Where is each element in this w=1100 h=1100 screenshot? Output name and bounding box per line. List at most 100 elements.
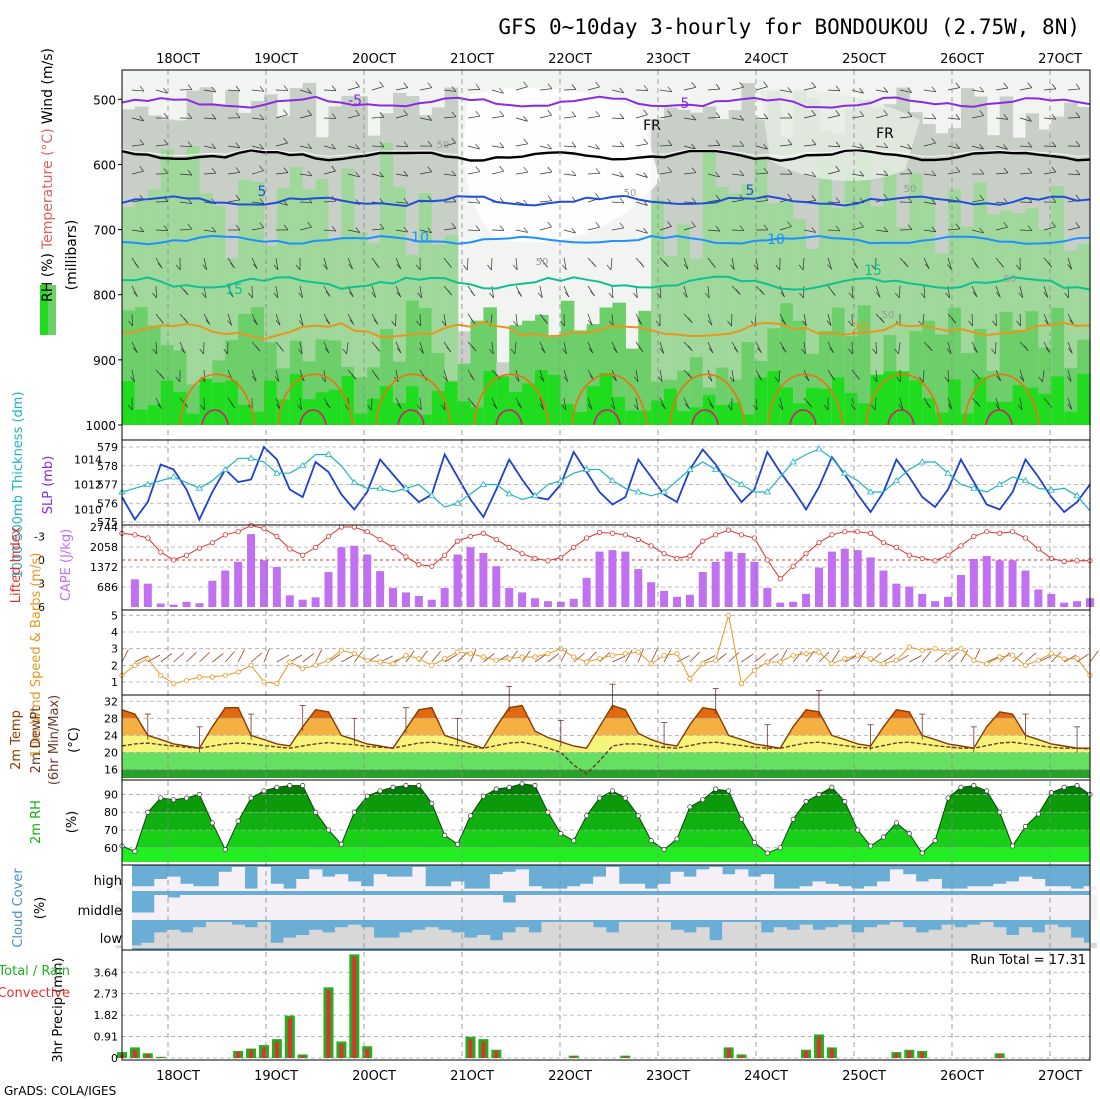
wind-barb-flag bbox=[907, 87, 912, 93]
wind-barb bbox=[755, 341, 762, 353]
wind-barb-flag bbox=[379, 81, 384, 87]
wind-barb bbox=[299, 201, 312, 204]
lifted-index-point bbox=[532, 555, 538, 561]
cloud-clear-bar bbox=[1070, 888, 1084, 891]
rh-shade-mid bbox=[354, 377, 368, 425]
wind-barb-flag bbox=[416, 320, 421, 327]
wind-barb bbox=[203, 257, 208, 270]
cloud-clear-bar bbox=[167, 897, 181, 920]
rh-shade-bright bbox=[380, 386, 394, 425]
wind-barb bbox=[899, 89, 912, 93]
wind-speed-point bbox=[1035, 657, 1041, 663]
wind-barb bbox=[179, 145, 193, 148]
wind-barb-flag bbox=[595, 81, 600, 88]
cape-bar bbox=[272, 567, 281, 607]
pressure-units-title: (millibars) bbox=[64, 220, 80, 291]
wind-barb bbox=[227, 89, 240, 92]
rh-point bbox=[261, 788, 267, 794]
wind-speed-point bbox=[906, 644, 912, 650]
wind-barb bbox=[909, 655, 922, 663]
cloud-clear-bar bbox=[334, 874, 349, 891]
wind-barb bbox=[251, 89, 264, 92]
cloud-clear-bar bbox=[618, 922, 633, 948]
precip-convective-bar bbox=[132, 1049, 137, 1058]
wind-barb-flag bbox=[139, 115, 144, 122]
wind-speed-point bbox=[416, 656, 422, 662]
wind-barb-flag bbox=[517, 291, 522, 297]
wind-barb-flag bbox=[633, 292, 638, 299]
temperature-contour-25 bbox=[767, 373, 844, 426]
cloud-clear-bar bbox=[425, 895, 439, 920]
contour-label: 20 bbox=[851, 321, 869, 337]
thickness-point bbox=[505, 490, 513, 497]
cape-bar bbox=[453, 554, 462, 607]
wind-barb-flag bbox=[799, 292, 804, 299]
wind-speed-point bbox=[519, 654, 525, 660]
wind-barb-flag bbox=[945, 292, 950, 299]
cape-bar bbox=[685, 594, 694, 607]
wind-barb bbox=[611, 201, 624, 204]
wind-barb bbox=[179, 173, 192, 176]
wind-barb-flag bbox=[379, 111, 385, 118]
wind-barb-flag bbox=[259, 86, 265, 92]
wind-barb-flag bbox=[1018, 292, 1023, 298]
rh-point bbox=[506, 784, 512, 790]
wind-barb-flag bbox=[253, 319, 258, 325]
wind-barb-flag bbox=[1051, 83, 1057, 90]
wind-barb bbox=[899, 397, 904, 410]
cloud-clear-bar bbox=[218, 895, 233, 920]
cloud-clear-bar bbox=[735, 922, 749, 948]
cloud-clear-bar bbox=[270, 883, 284, 891]
wind-barb-flag bbox=[427, 82, 433, 88]
wind-barb bbox=[444, 654, 457, 663]
wind-barb-flag bbox=[633, 404, 639, 411]
wind-barb bbox=[203, 201, 216, 205]
cloud-clear-bar bbox=[283, 937, 297, 948]
wind-barb-flag bbox=[187, 84, 193, 90]
wind-barb-flag bbox=[349, 319, 354, 325]
wind-barb-flag bbox=[562, 348, 567, 354]
cloud-clear-bar bbox=[567, 895, 581, 920]
cloud-clear-bar bbox=[593, 876, 607, 891]
cape-bar bbox=[389, 588, 398, 607]
wind-barb-flag bbox=[835, 225, 841, 232]
cloud-axis-title-part: Cloud Cover bbox=[11, 868, 26, 948]
thickness-point bbox=[995, 480, 1004, 487]
wind-barb-flag bbox=[733, 347, 739, 353]
rh-point bbox=[222, 847, 228, 853]
lifted-index-point bbox=[661, 551, 667, 557]
wind-barb bbox=[131, 117, 144, 122]
cape-bar bbox=[298, 599, 307, 607]
rh-point bbox=[442, 832, 448, 838]
wind-barb-flag bbox=[235, 85, 241, 92]
wind-barb-flag bbox=[595, 221, 600, 228]
cloud-clear-bar bbox=[877, 881, 891, 891]
wind-barb-flag bbox=[325, 291, 331, 297]
contour-label: -5 bbox=[348, 93, 362, 109]
wind-barb-flag bbox=[595, 193, 600, 199]
cloud-clear-bar bbox=[696, 869, 710, 891]
wind-barb bbox=[419, 313, 421, 327]
rh-point bbox=[893, 820, 899, 826]
wind-barb bbox=[1043, 341, 1050, 353]
contour-label: 5 bbox=[746, 183, 755, 199]
rh-point bbox=[455, 841, 461, 847]
temp-line bbox=[121, 704, 1090, 750]
wind-barb bbox=[587, 341, 594, 354]
wind-barb bbox=[971, 229, 984, 234]
cape-bar bbox=[763, 588, 772, 607]
wind-barb bbox=[635, 369, 639, 382]
wind-barb bbox=[803, 144, 816, 147]
wind-barb bbox=[443, 89, 456, 92]
wind-barb-flag bbox=[488, 348, 494, 355]
wind-barb bbox=[371, 116, 384, 119]
lifted-index-point bbox=[945, 552, 951, 558]
wind-barb-flag bbox=[163, 139, 169, 145]
precip-convective-bar bbox=[236, 1052, 241, 1058]
wind-barb bbox=[731, 117, 744, 121]
wind-barb bbox=[467, 257, 469, 271]
rh-point bbox=[1061, 784, 1067, 790]
wind-barb bbox=[315, 649, 323, 663]
